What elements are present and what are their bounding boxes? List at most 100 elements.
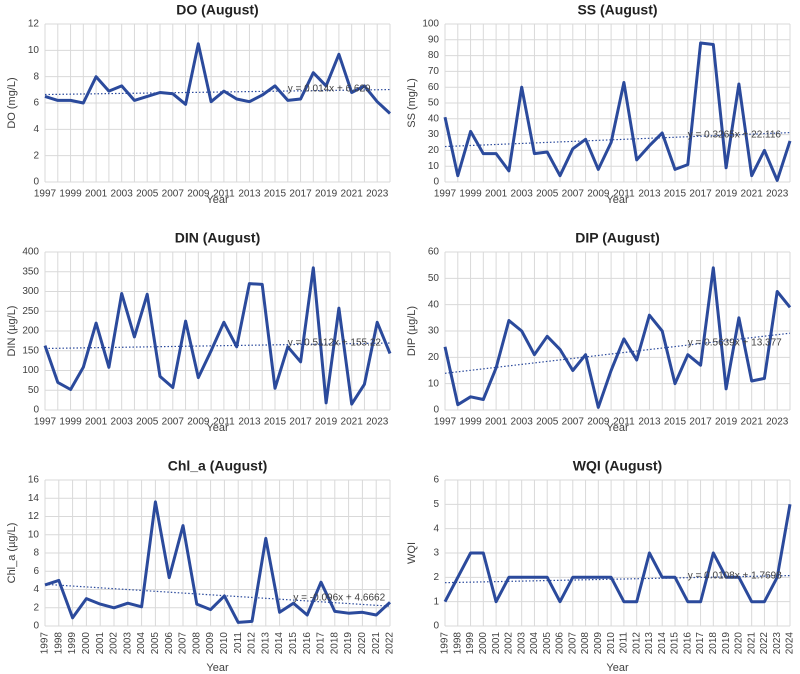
x-axis-title: Year (206, 422, 229, 434)
data-line (44, 500, 392, 624)
x-tick-label: 2003 (111, 189, 134, 200)
x-tick-label: 2019 (315, 189, 338, 200)
x-tick-label: 1997 (440, 632, 451, 655)
x-tick-label: 1999 (459, 417, 482, 428)
x-tick-label: 2006 (555, 632, 566, 655)
x-tick-label: 2024 (785, 632, 796, 655)
x-axis-title: Year (606, 662, 629, 674)
y-tick-label: 300 (22, 286, 39, 297)
x-tick-label: 2020 (357, 632, 368, 655)
x-tick-label: 2005 (542, 632, 553, 655)
x-tick-label: 2023 (766, 417, 789, 428)
x-tick-label: 2022 (385, 632, 396, 655)
x-tick-label: 2021 (741, 417, 764, 428)
x-tick-label: 2005 (150, 632, 161, 655)
y-tick-label: 16 (28, 475, 40, 486)
x-tick-label: 2019 (715, 417, 738, 428)
chart-title: DO (August) (176, 2, 258, 18)
x-tick-label: 2017 (289, 417, 312, 428)
y-tick-label: 10 (28, 529, 40, 540)
x-tick-label: 2007 (178, 632, 189, 655)
y-tick-label: 12 (28, 511, 40, 522)
x-tick-label: 2008 (580, 632, 591, 655)
y-tick-label: 80 (428, 50, 440, 61)
trendline (44, 88, 391, 96)
x-tick-label: 2017 (689, 417, 712, 428)
y-tick-label: 350 (22, 266, 39, 277)
y-tick-label: 14 (28, 493, 40, 504)
x-tick-label: 2010 (219, 632, 230, 655)
x-tick-label: 1998 (53, 632, 64, 655)
x-tick-label: 2021 (746, 632, 757, 655)
x-axis-title: Year (606, 194, 629, 206)
x-tick-label: 2012 (247, 632, 258, 655)
y-tick-label: 40 (428, 113, 440, 124)
x-tick-label: 2015 (670, 632, 681, 655)
y-tick-label: 6 (33, 98, 39, 109)
x-tick-label: 2023 (366, 189, 389, 200)
x-tick-label: 2021 (341, 189, 364, 200)
x-tick-label: 2009 (587, 417, 610, 428)
x-tick-label: 2003 (511, 189, 534, 200)
x-tick-label: 2021 (741, 189, 764, 200)
y-tick-label: 200 (22, 326, 39, 337)
x-tick-label: 2016 (682, 632, 693, 655)
x-tick-label: 2015 (264, 189, 287, 200)
y-tick-label: 90 (428, 34, 440, 45)
y-axis-title: DIN (µg/L) (6, 306, 18, 357)
y-tick-label: 10 (428, 378, 440, 389)
x-tick-label: 2017 (695, 632, 706, 655)
y-tick-label: 10 (28, 45, 40, 56)
x-tick-label: 2001 (491, 632, 502, 655)
x-tick-label: 2019 (721, 632, 732, 655)
y-tick-label: 0 (33, 621, 39, 632)
data-line (443, 504, 792, 604)
x-tick-label: 1999 (465, 632, 476, 655)
x-tick-label: 2011 (613, 417, 635, 428)
y-tick-label: 100 (22, 365, 39, 376)
y-tick-label: 30 (428, 129, 440, 140)
x-tick-label: 2008 (191, 632, 202, 655)
x-tick-label: 1998 (452, 632, 463, 655)
trendline-equation: y = 0.0108x + 1.7698 (688, 570, 782, 581)
y-tick-label: 0 (433, 405, 439, 416)
x-tick-label: 2013 (238, 417, 261, 428)
y-axis-title: DO (mg/L) (6, 77, 18, 128)
x-tick-label: 1999 (67, 632, 78, 655)
chart-title: SS (August) (577, 2, 657, 18)
x-tick-label: 2021 (371, 632, 382, 655)
y-axis-title: DIP (µg/L) (406, 306, 418, 356)
chart-title: DIP (August) (575, 230, 660, 246)
x-tick-label: 2009 (205, 632, 216, 655)
y-axis-title: Chl_a (µg/L) (6, 523, 18, 584)
x-tick-label: 2015 (664, 189, 687, 200)
trendline-equation: y = 0.5112x + 155.22 (288, 337, 382, 348)
trendline (44, 583, 391, 607)
trendline-equation: y = 0.3265x + 22.116 (688, 129, 782, 140)
x-tick-label: 2011 (613, 189, 635, 200)
x-tick-label: 2015 (288, 632, 299, 655)
y-tick-label: 60 (428, 82, 440, 93)
x-tick-label: 2009 (587, 189, 610, 200)
x-tick-label: 2003 (111, 417, 134, 428)
x-tick-label: 2009 (593, 632, 604, 655)
x-tick-label: 2009 (187, 417, 210, 428)
x-tick-label: 2000 (478, 632, 489, 655)
x-tick-label: 2013 (644, 632, 655, 655)
x-tick-label: 2001 (85, 417, 108, 428)
x-tick-label: 2007 (162, 189, 185, 200)
x-tick-label: 2011 (213, 189, 235, 200)
x-tick-label: 2010 (606, 632, 617, 655)
y-tick-label: 2 (33, 150, 39, 161)
x-tick-label: 2023 (772, 632, 783, 655)
x-tick-label: 2005 (536, 417, 559, 428)
x-tick-label: 2005 (536, 189, 559, 200)
x-tick-label: 2004 (136, 632, 147, 655)
x-tick-label: 1999 (459, 189, 482, 200)
x-tick-label: 2012 (631, 632, 642, 655)
chart-title: Chl_a (August) (168, 458, 268, 474)
x-tick-label: 1997 (34, 189, 57, 200)
data-line (443, 266, 792, 409)
y-tick-label: 20 (428, 145, 440, 156)
x-tick-label: 2001 (95, 632, 106, 655)
